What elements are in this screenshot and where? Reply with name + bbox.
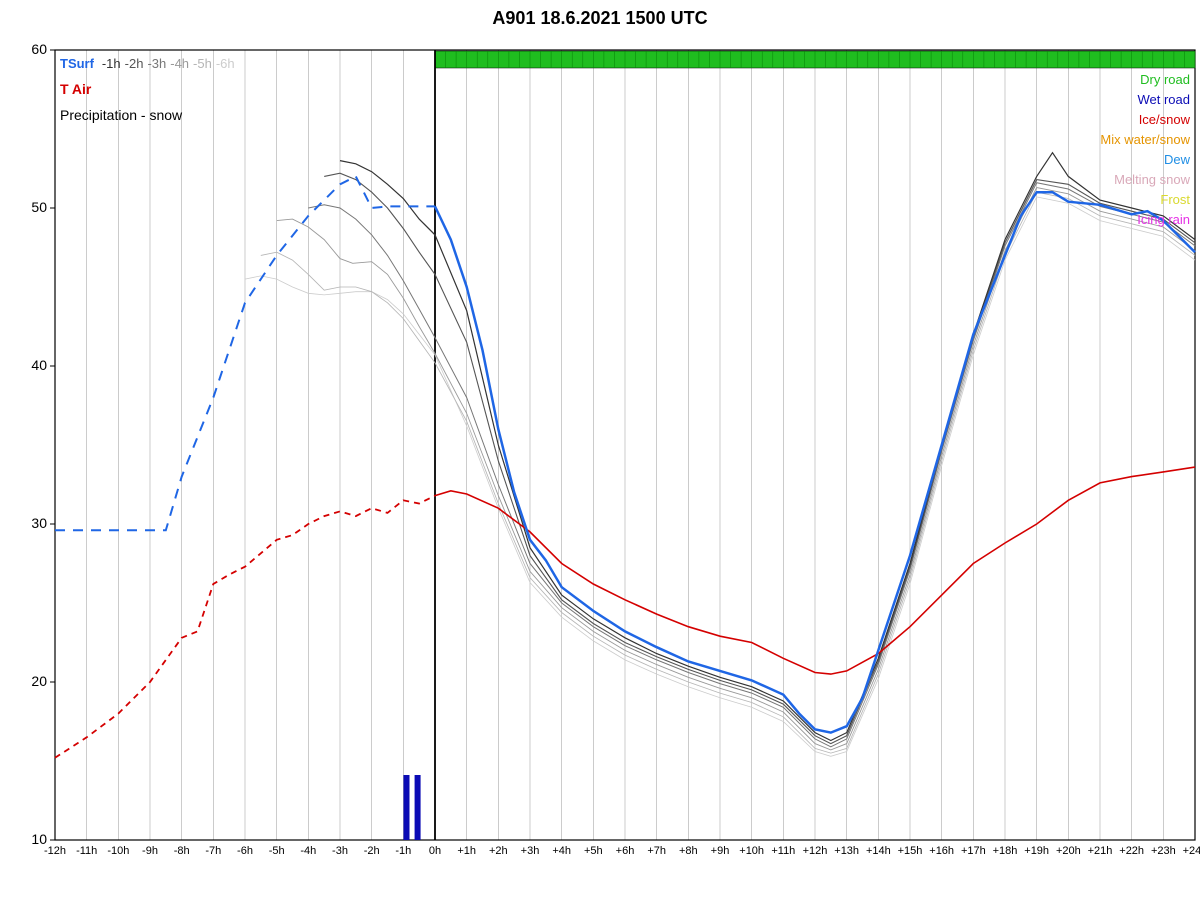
svg-text:+12h: +12h: [803, 845, 828, 857]
svg-text:+17h: +17h: [961, 845, 986, 857]
svg-text:-7h: -7h: [205, 845, 221, 857]
svg-text:+10h: +10h: [739, 845, 764, 857]
precip-legend-row: Precipitation - snow: [60, 107, 243, 123]
svg-text:+6h: +6h: [616, 845, 635, 857]
svg-text:-1h: -1h: [395, 845, 411, 857]
svg-text:+4h: +4h: [552, 845, 571, 857]
legend-hour-offset: -5h: [193, 56, 212, 71]
legend-hour-offset: -3h: [147, 56, 166, 71]
legend-hour-offset: -4h: [170, 56, 189, 71]
svg-text:+5h: +5h: [584, 845, 603, 857]
legend-hour-offset: -6h: [216, 56, 235, 71]
road-cond-legend-item: Frost: [1100, 192, 1190, 207]
svg-text:+14h: +14h: [866, 845, 891, 857]
svg-text:+23h: +23h: [1151, 845, 1176, 857]
tsurf-label: TSurf: [60, 56, 94, 71]
svg-text:+19h: +19h: [1024, 845, 1049, 857]
road-cond-legend-item: Dry road: [1100, 72, 1190, 87]
legend-right: Dry road Wet road Ice/snow Mix water/snow De…: [1100, 72, 1190, 232]
svg-text:-4h: -4h: [300, 845, 316, 857]
svg-text:+1h: +1h: [457, 845, 476, 857]
svg-text:-3h: -3h: [332, 845, 348, 857]
legend-hour-offset: -1h: [102, 56, 121, 71]
svg-text:20: 20: [31, 673, 47, 689]
svg-text:10: 10: [31, 831, 47, 847]
svg-text:+21h: +21h: [1088, 845, 1113, 857]
svg-text:-10h: -10h: [107, 845, 129, 857]
svg-text:+11h: +11h: [771, 845, 795, 857]
svg-text:+16h: +16h: [929, 845, 954, 857]
legend-left: TSurf -1h -2h-3h -4h -5h -6h T Air Precipita…: [60, 55, 243, 129]
svg-text:+24h: +24h: [1183, 845, 1200, 857]
svg-text:+8h: +8h: [679, 845, 698, 857]
svg-text:-12h: -12h: [44, 845, 66, 857]
svg-text:+7h: +7h: [647, 845, 666, 857]
svg-text:+15h: +15h: [898, 845, 923, 857]
svg-text:+3h: +3h: [521, 845, 540, 857]
svg-text:-11h: -11h: [76, 845, 97, 857]
tsurf-legend-row: TSurf -1h -2h-3h -4h -5h -6h: [60, 55, 243, 71]
svg-text:0h: 0h: [429, 845, 441, 857]
svg-text:+18h: +18h: [993, 845, 1018, 857]
svg-text:50: 50: [31, 199, 47, 215]
legend-hour-offset: -2h: [125, 56, 144, 71]
plot-svg: -12h-11h-10h-9h-8h-7h-6h-5h-4h-3h-2h-1h0…: [0, 0, 1200, 900]
svg-text:+2h: +2h: [489, 845, 508, 857]
svg-text:+13h: +13h: [834, 845, 859, 857]
svg-text:+22h: +22h: [1119, 845, 1144, 857]
tair-legend-row: T Air: [60, 81, 243, 97]
road-cond-legend-item: Icing rain: [1100, 212, 1190, 227]
svg-text:-6h: -6h: [237, 845, 253, 857]
road-cond-legend-item: Ice/snow: [1100, 112, 1190, 127]
road-cond-legend-item: Mix water/snow: [1100, 132, 1190, 147]
chart-container: A901 18.6.2021 1500 UTC Surface Temperat…: [0, 0, 1200, 900]
svg-text:+9h: +9h: [711, 845, 730, 857]
svg-text:-2h: -2h: [364, 845, 380, 857]
svg-text:-8h: -8h: [174, 845, 190, 857]
svg-text:+20h: +20h: [1056, 845, 1081, 857]
road-cond-legend-item: Dew: [1100, 152, 1190, 167]
svg-text:30: 30: [31, 515, 47, 531]
svg-text:40: 40: [31, 357, 47, 373]
svg-text:-9h: -9h: [142, 845, 158, 857]
svg-text:60: 60: [31, 41, 47, 57]
road-cond-legend-item: Melting snow: [1100, 172, 1190, 187]
svg-text:-5h: -5h: [269, 845, 285, 857]
road-cond-legend-item: Wet road: [1100, 92, 1190, 107]
